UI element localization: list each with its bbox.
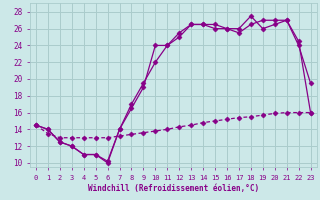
X-axis label: Windchill (Refroidissement éolien,°C): Windchill (Refroidissement éolien,°C) <box>88 184 259 193</box>
